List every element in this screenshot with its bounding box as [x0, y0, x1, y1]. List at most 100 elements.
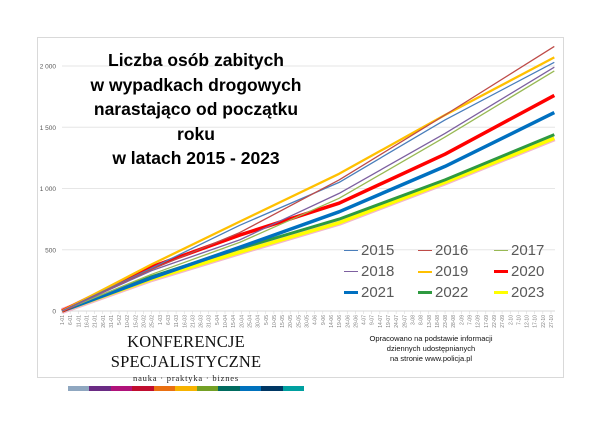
x-tick-label: 20-02 [142, 315, 148, 328]
chart-title: Liczba osób zabitych w wypadkach drogowy… [80, 48, 312, 171]
brand-color-segment [110, 386, 133, 391]
x-tick-label: 16-03 [182, 315, 188, 328]
brand-color-segment [89, 386, 111, 391]
legend-label: 2015 [361, 242, 395, 259]
x-tick-label: 15-05 [280, 315, 286, 328]
x-tick-label: 19-06 [337, 315, 343, 328]
x-tick-label: 24-06 [345, 315, 351, 328]
brand-color-segment [282, 386, 304, 391]
legend-label: 2019 [435, 263, 469, 280]
source-line: Opracowano na podstawie informacji [369, 334, 493, 343]
x-tick-label: 30-05 [305, 315, 311, 328]
legend-swatch [344, 271, 358, 272]
brand-logo: KONFERENCJE SPECJALISTYCZNE nauka · prak… [68, 332, 304, 391]
x-tick-label: 27-09 [500, 315, 506, 328]
x-tick-label: 6-01 [68, 315, 74, 325]
chart-frame [37, 37, 564, 378]
legend-item-2019: 2019 [418, 262, 494, 281]
x-tick-label: 13-08 [427, 315, 433, 328]
x-tick-label: 30-04 [256, 315, 262, 328]
brand-color-segment [196, 386, 219, 391]
legend-item-2018: 2018 [344, 262, 418, 281]
brand-color-segment [239, 386, 262, 391]
y-tick-label: 2 000 [40, 64, 57, 71]
legend-label: 2021 [361, 284, 395, 301]
x-tick-label: 7-10 [516, 315, 522, 325]
x-tick-label: 8-08 [419, 315, 425, 325]
y-tick-label: 500 [45, 247, 56, 254]
x-tick-label: 23-08 [443, 315, 449, 328]
legend-swatch [494, 250, 508, 251]
x-tick-label: 17-09 [484, 315, 490, 328]
x-tick-label: 28-08 [451, 315, 457, 328]
x-tick-label: 4-06 [313, 315, 319, 325]
x-tick-label: 26-03 [199, 315, 205, 328]
x-tick-label: 27-10 [549, 315, 555, 328]
brand-color-segment [153, 386, 176, 391]
brand-color-segment [261, 386, 283, 391]
brand-tagline: nauka · praktyka · biznes [133, 373, 239, 383]
x-tick-label: 9-06 [321, 315, 327, 325]
x-tick-label: 5-05 [264, 315, 270, 325]
brand-name: KONFERENCJE SPECJALISTYCZNE [110, 332, 262, 371]
legend-item-2017: 2017 [494, 241, 564, 260]
series-line-2015 [61, 61, 555, 312]
x-tick-label: 15-04 [231, 315, 237, 328]
brand-color-segment [132, 386, 154, 391]
legend-label: 2017 [511, 242, 545, 259]
x-tick-label: 19-07 [386, 315, 392, 328]
x-tick-label: 9-07 [370, 315, 376, 325]
x-tick-label: 10-05 [272, 315, 278, 328]
legend-item-2020: 2020 [494, 262, 564, 281]
x-tick-label: 26-01 [101, 315, 107, 328]
brand-color-segment [68, 386, 90, 391]
legend-swatch [418, 250, 432, 251]
x-tick-label: 11-03 [174, 315, 180, 328]
x-tick-label: 22-10 [541, 315, 547, 328]
x-tick-label: 11-01 [76, 315, 82, 328]
legend-swatch [344, 250, 358, 251]
x-tick-label: 4-07 [362, 315, 368, 325]
source-note: Opracowano na podstawie informacji dzien… [350, 334, 512, 364]
y-tick-label: 1 000 [40, 186, 57, 193]
legend-label: 2018 [361, 263, 395, 280]
legend-label: 2022 [435, 284, 469, 301]
x-tick-label: 25-04 [247, 315, 253, 328]
source-line: dziennych udostępnianych [386, 344, 476, 353]
x-tick-label: 6-03 [166, 315, 172, 325]
legend-swatch [494, 270, 508, 273]
x-tick-label: 2-09 [459, 315, 465, 325]
x-tick-label: 21-01 [93, 315, 99, 328]
x-tick-label: 20-05 [288, 315, 294, 328]
legend-swatch [418, 291, 432, 294]
legend-item-2015: 2015 [344, 241, 418, 260]
x-tick-label: 29-06 [353, 315, 359, 328]
x-tick-label: 5-04 [215, 315, 221, 325]
x-tick-label: 15-02 [133, 315, 139, 328]
x-tick-label: 1-03 [158, 315, 164, 325]
title-line: Liczba osób zabitych [108, 50, 284, 70]
y-tick-label: 1 500 [40, 125, 57, 132]
x-tick-label: 3-08 [410, 315, 416, 325]
x-tick-label: 20-04 [239, 315, 245, 328]
legend-item-2021: 2021 [344, 283, 418, 302]
x-tick-label: 2-10 [508, 315, 514, 325]
legend-swatch [494, 291, 508, 294]
legend-label: 2016 [435, 242, 469, 259]
brand-color-segment [218, 386, 240, 391]
legend-label: 2020 [511, 263, 545, 280]
x-tick-label: 25-05 [296, 315, 302, 328]
x-tick-label: 22-09 [492, 315, 498, 328]
legend-swatch [344, 291, 358, 294]
y-tick-label: 0 [52, 309, 56, 316]
x-tick-label: 5-02 [117, 315, 123, 325]
legend-item-2023: 2023 [494, 283, 564, 302]
x-tick-label: 21-03 [190, 315, 196, 328]
x-tick-label: 10-02 [125, 315, 131, 328]
x-tick-label: 10-04 [223, 315, 229, 328]
legend-swatch [418, 270, 432, 273]
series-line-2018 [61, 66, 555, 312]
x-tick-label: 12-10 [525, 315, 531, 328]
x-tick-label: 31-03 [207, 315, 213, 328]
legend-label: 2023 [511, 284, 545, 301]
